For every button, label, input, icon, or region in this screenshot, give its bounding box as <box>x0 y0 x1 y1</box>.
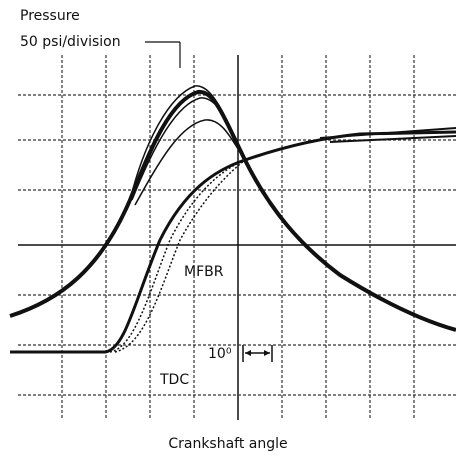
scale-bar <box>242 345 273 362</box>
tdc-label: TDC <box>159 372 189 388</box>
pressure-curve <box>131 97 246 201</box>
mfbr-label: MFBR <box>184 264 224 280</box>
x-axis-label: Crankshaft angle <box>168 436 287 452</box>
pressure-curve <box>134 119 246 206</box>
arrow-heads <box>245 350 270 356</box>
pressure-curves <box>9 85 456 332</box>
angle-scale-label: 10⁰ <box>208 346 232 362</box>
mfb-curve <box>114 159 246 353</box>
pressure-curve <box>9 89 456 332</box>
grid <box>18 55 456 420</box>
mfb-curve <box>10 130 456 354</box>
mfb-curve <box>319 127 456 143</box>
pressure-label: Pressure <box>20 8 80 24</box>
mfb-curve <box>109 159 246 353</box>
mass-fraction-curves <box>10 127 456 354</box>
scale-label: 50 psi/division <box>20 34 121 50</box>
